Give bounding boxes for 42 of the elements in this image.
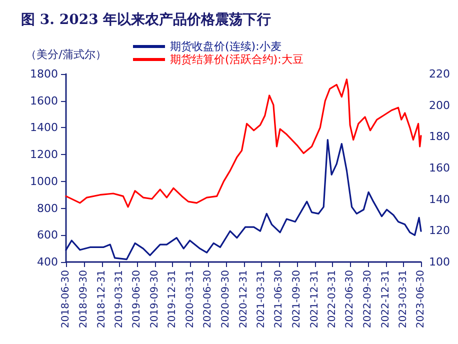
- y2-tick-label: 200: [429, 98, 450, 112]
- y2-tick-label: 120: [429, 224, 450, 238]
- y-tick-label: 800: [37, 202, 58, 215]
- y-tick-label: 1000: [30, 174, 58, 188]
- x-tick-label: 2020-12-31: [238, 270, 250, 328]
- x-tick-label: 2023-03-31: [398, 270, 409, 328]
- x-tick-label: 2020-06-30: [202, 270, 214, 328]
- x-tick-label: 2019-03-31: [114, 270, 125, 328]
- y2-tick-label: 180: [429, 130, 450, 144]
- line-series: [65, 139, 422, 260]
- x-tick-label: 2022-09-30: [362, 270, 374, 328]
- x-tick-label: 2019-09-30: [149, 270, 160, 328]
- x-tick-label: 2022-12-31: [380, 270, 392, 328]
- y2-tick-label: 100: [429, 256, 450, 268]
- x-tick-label: 2018-09-30: [78, 270, 90, 328]
- x-tick-label: 2021-06-30: [274, 270, 285, 328]
- x-tick-label: 2020-09-30: [220, 270, 232, 328]
- line-series: [65, 78, 422, 208]
- y2-tick-label: 140: [429, 192, 450, 206]
- x-tick-label: 2022-03-31: [326, 270, 338, 328]
- legend-label: 期货收盘价(连续):小麦: [170, 40, 282, 53]
- x-tick-label: 2019-12-31: [167, 270, 178, 328]
- x-tick-label: 2022-06-30: [344, 270, 356, 328]
- y-tick-label: 1200: [30, 148, 58, 162]
- x-tick-label: 2018-06-30: [60, 270, 72, 328]
- x-tick-label: 2021-03-31: [256, 270, 267, 328]
- y-tick-label: 1600: [30, 94, 58, 108]
- x-tick-label: 2021-09-30: [291, 270, 302, 328]
- y2-tick-label: 220: [429, 68, 450, 80]
- y-tick-label: 1400: [30, 121, 58, 134]
- y2-tick-label: 160: [429, 162, 450, 174]
- y-tick-label: 400: [37, 256, 58, 268]
- legend-label: 期货结算价(活跃合约):大豆: [170, 53, 304, 66]
- y-tick-label: 1800: [30, 68, 58, 80]
- x-tick-label: 2018-12-31: [96, 270, 108, 328]
- x-tick-label: 2021-12-31: [309, 270, 320, 328]
- y-axis-title: （美分/蒲式尔）: [26, 48, 106, 61]
- chart-title: 图 3. 2023 年以来农产品价格震荡下行: [21, 11, 272, 28]
- y-tick-label: 600: [37, 228, 58, 242]
- x-tick-label: 2019-06-30: [131, 270, 142, 328]
- x-tick-label: 2020-03-31: [184, 270, 196, 328]
- x-tick-label: 2023-06-30: [416, 270, 426, 328]
